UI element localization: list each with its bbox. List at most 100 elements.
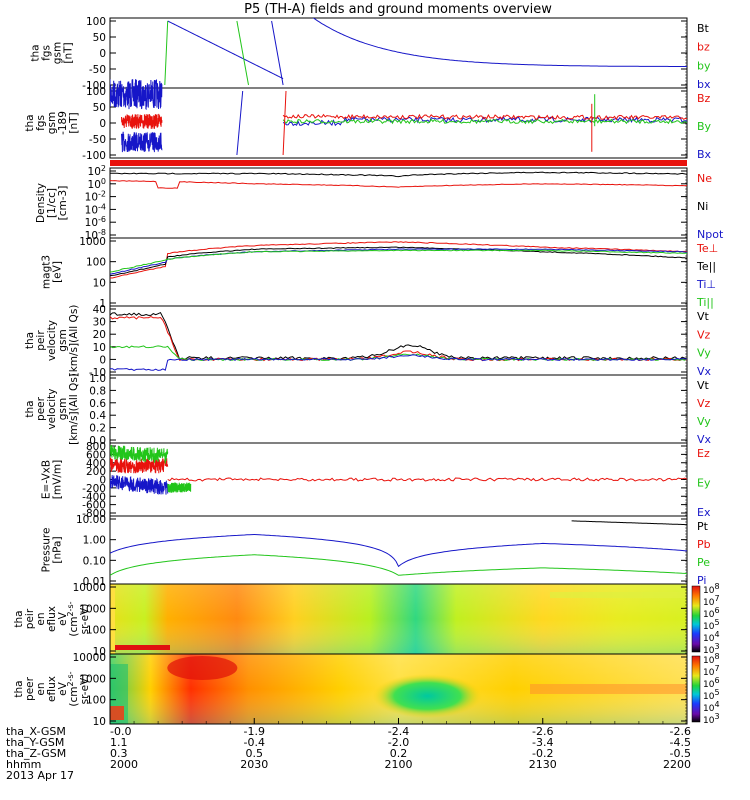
legend-Npot: Npot: [697, 228, 724, 241]
series-Bx: [110, 79, 163, 111]
x-row-label: tha_Z-GSM: [6, 747, 66, 760]
spectrogram-feature: [110, 645, 170, 650]
time-value: 2030: [240, 758, 268, 771]
spectrogram-feature: [167, 656, 238, 680]
y-gsm-value: -3.4: [532, 736, 553, 749]
legend-Bx: Bx: [697, 148, 712, 161]
y-tick-label: 40: [93, 304, 106, 316]
y-axis-label: -189: [57, 111, 69, 135]
y-axis-label: Pressure: [41, 528, 53, 573]
y-axis-label: tha: [24, 332, 36, 349]
y-axis-label: [nT]: [68, 112, 80, 133]
y-tick-label: 50: [93, 32, 106, 44]
y-axis-label: peer: [24, 676, 36, 701]
y-axis-label: gsm: [57, 398, 69, 420]
y-tick-label: 100: [86, 625, 106, 637]
legend-Bz: Bz: [697, 92, 711, 105]
y-axis-label: sr-eV): [79, 674, 91, 705]
y-axis-label: magt3: [41, 255, 53, 289]
y-tick-label: 10000: [73, 652, 106, 664]
y-axis-label: peir: [35, 330, 47, 351]
y-tick-label: 10000: [73, 582, 106, 594]
legend-bx: bx: [697, 78, 711, 91]
y-tick-label: 100: [86, 16, 106, 28]
y-tick-label: 1: [99, 298, 106, 310]
spectrogram-feature: [372, 674, 483, 718]
y-axis-label: sr-eV): [79, 604, 91, 635]
y-tick-label: 10: [93, 646, 106, 658]
series-Pi: [110, 533, 687, 568]
series-Ex: [110, 475, 169, 495]
y-tick-label: 10: [93, 277, 106, 289]
z-gsm-value: 0.3: [110, 747, 128, 760]
legend-Vy: Vy: [697, 347, 711, 360]
y-axis-label: gsm: [46, 112, 58, 134]
legend-Bt: Bt: [697, 22, 710, 35]
y-tick-label: 100: [86, 86, 106, 98]
legend-Ti||: Ti||: [696, 296, 714, 309]
series-Te⊥: [110, 241, 687, 279]
y-tick-label: 100: [86, 257, 106, 269]
y-tick-label: 0: [99, 354, 106, 366]
quality-flag-bar: [110, 160, 687, 166]
series-by: [236, 20, 249, 86]
series-by: [164, 20, 169, 86]
y-tick-label: 10: [93, 342, 106, 354]
series-Bz: [282, 113, 687, 121]
x-gsm-value: -2.4: [388, 725, 409, 738]
z-gsm-value: -0.5: [670, 747, 691, 760]
y-tick-label: 30: [93, 317, 106, 329]
legend-Pt: Pt: [697, 520, 709, 533]
z-gsm-value: 0.2: [390, 747, 408, 760]
y-gsm-value: -2.0: [388, 736, 409, 749]
y-tick-label: 100: [86, 695, 106, 707]
y-tick-label: 0.4: [89, 410, 106, 422]
y-axis-label: peer: [35, 396, 47, 421]
y-tick-label: 50: [93, 102, 106, 114]
y-tick-label: 20: [93, 329, 106, 341]
y-axis-label: fgs: [35, 115, 47, 131]
legend-Te⊥: Te⊥: [696, 242, 718, 255]
y-gsm-value: 1.1: [110, 736, 128, 749]
legend-Vz: Vz: [697, 328, 711, 341]
legend-Ti⊥: Ti⊥: [696, 278, 716, 291]
y-tick-label: 1.0: [89, 373, 106, 385]
legend-Ey: Ey: [697, 477, 711, 490]
y-tick-label: 400: [86, 458, 106, 470]
legend-Te||: Te||: [696, 260, 716, 273]
series-efield: [110, 444, 687, 495]
z-gsm-value: -0.2: [532, 747, 553, 760]
series-Pe: [110, 554, 687, 576]
y-axis-label: gsm: [52, 42, 64, 64]
panel-fgs-zoom: 100 50 0 -50 -100 tha fgs gsm -189 [nT] Bz By Bx: [24, 86, 712, 162]
y-axis-label: [eV]: [52, 261, 64, 283]
x-gsm-value: -1.9: [244, 725, 265, 738]
series-Te||: [110, 246, 687, 277]
y-axis-label: Density: [35, 183, 47, 223]
time-value: 2100: [385, 758, 413, 771]
y-tick-label: 0: [99, 118, 106, 130]
panel-frame: [109, 87, 688, 159]
y-tick-label: 0.01: [83, 576, 106, 588]
panel-frame: [109, 167, 688, 239]
series-Pt: [571, 520, 687, 526]
y-axis-label: velocity: [46, 320, 58, 361]
legend-By: By: [697, 120, 712, 133]
series-Ti⊥: [110, 248, 687, 275]
series-Vx: [110, 354, 687, 371]
panel-frame: [109, 305, 688, 376]
y-axis-label: tha: [24, 400, 36, 417]
series-Bx: [121, 131, 163, 153]
y-tick-label: 0: [99, 48, 106, 60]
y-tick-label: 0.2: [89, 423, 106, 435]
y-tick-label: -600: [82, 500, 106, 512]
y-axis-label: tha: [30, 44, 42, 61]
legend-Pb: Pb: [697, 538, 711, 551]
y-axis-label: (cm2-s-: [66, 601, 80, 636]
colorbar: [691, 585, 701, 653]
y-tick-label: 1000: [79, 673, 106, 685]
